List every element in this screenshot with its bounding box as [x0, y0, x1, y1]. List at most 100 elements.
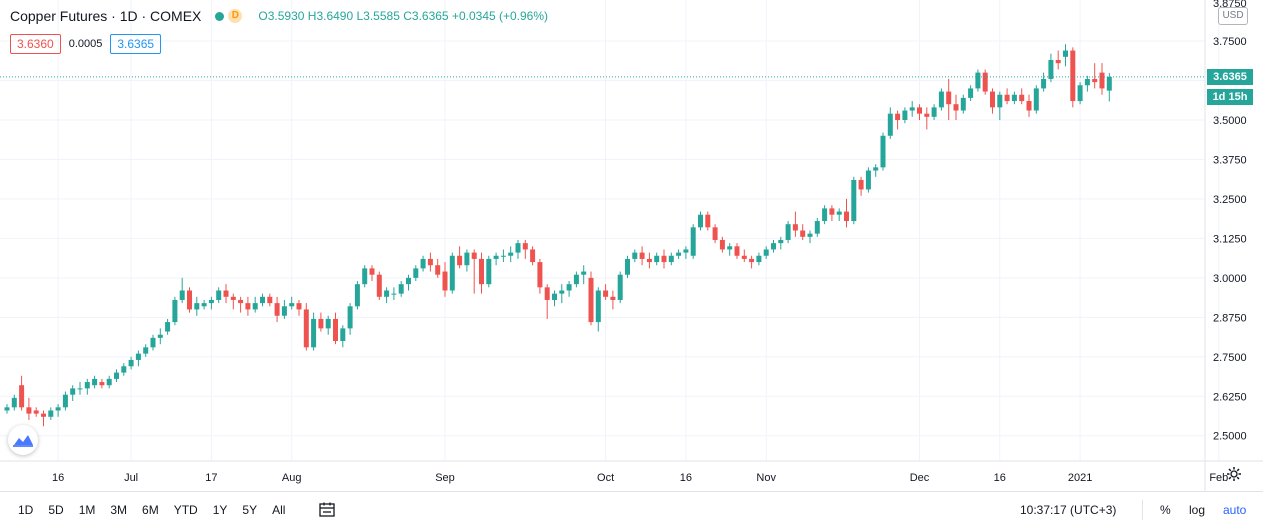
- y-tick-label: 2.8750: [1213, 312, 1247, 324]
- candle: [909, 101, 915, 117]
- candle: [646, 252, 652, 269]
- candle: [11, 394, 17, 411]
- candle: [296, 299, 302, 316]
- candle: [106, 375, 112, 389]
- candle: [639, 246, 645, 266]
- candle: [566, 281, 572, 297]
- range-5d[interactable]: 5D: [48, 503, 64, 517]
- bottom-toolbar: 1D 5D 1M 3M 6M YTD 1Y 5Y All 10:37:17 (U…: [0, 491, 1263, 530]
- candle: [938, 88, 944, 111]
- candle: [398, 281, 404, 297]
- range-ytd[interactable]: YTD: [173, 503, 198, 517]
- bid-ask-row: 3.6360 0.0005 3.6365: [10, 34, 162, 54]
- candle: [719, 236, 725, 253]
- range-1y[interactable]: 1Y: [212, 503, 228, 517]
- range-6m[interactable]: 6M: [142, 503, 159, 517]
- range-3m[interactable]: 3M: [110, 503, 128, 517]
- candle: [165, 318, 171, 335]
- calendar-range-icon[interactable]: [318, 501, 336, 522]
- candle: [347, 303, 353, 335]
- candle: [77, 382, 83, 395]
- currency-button[interactable]: USD: [1218, 7, 1248, 25]
- candle: [683, 246, 689, 259]
- candle: [836, 208, 842, 222]
- auto-scale-toggle[interactable]: auto: [1223, 503, 1247, 517]
- candle: [376, 271, 382, 300]
- candle: [778, 236, 784, 250]
- candle: [391, 287, 397, 300]
- y-tick-label: 2.6250: [1213, 391, 1247, 403]
- candle: [26, 397, 32, 420]
- log-scale-toggle[interactable]: log: [1189, 503, 1206, 517]
- gear-icon[interactable]: [1226, 466, 1242, 487]
- candle: [1084, 75, 1090, 92]
- clock-timezone[interactable]: 10:37:17 (UTC+3): [1020, 503, 1117, 517]
- candle: [48, 407, 54, 420]
- x-tick-label: 17: [205, 472, 217, 484]
- range-1m[interactable]: 1M: [78, 503, 96, 517]
- candle: [500, 249, 506, 263]
- y-tick-label: 3.5000: [1213, 115, 1247, 127]
- candle: [880, 132, 886, 171]
- candle: [449, 252, 455, 294]
- y-tick-label: 2.5000: [1213, 431, 1247, 443]
- candle: [581, 265, 587, 285]
- candle: [552, 290, 557, 307]
- range-all[interactable]: All: [272, 503, 286, 517]
- candle: [515, 239, 521, 259]
- market-status-dot: [215, 11, 225, 21]
- candle: [625, 255, 630, 278]
- candle: [595, 287, 601, 332]
- candle: [924, 107, 930, 130]
- percent-scale-toggle[interactable]: %: [1160, 503, 1171, 517]
- candle: [311, 312, 317, 351]
- candle: [406, 274, 411, 291]
- x-tick-label: Sep: [435, 472, 455, 484]
- symbol-title[interactable]: Copper Futures · 1D · COMEX: [10, 8, 202, 24]
- candle: [661, 249, 667, 269]
- x-tick-label: 16: [52, 472, 64, 484]
- candle: [1063, 44, 1068, 67]
- candle: [814, 217, 820, 237]
- y-tick-label: 3.7500: [1213, 36, 1247, 48]
- candle: [99, 378, 105, 389]
- candle: [457, 246, 463, 269]
- candle: [537, 258, 543, 294]
- candle: [4, 404, 10, 414]
- candle: [895, 110, 901, 130]
- candle: [1019, 88, 1025, 105]
- x-tick-label: Aug: [282, 472, 302, 484]
- candle: [588, 271, 594, 326]
- candle: [887, 107, 893, 139]
- candle: [617, 271, 623, 304]
- candle: [252, 296, 258, 313]
- ask-price[interactable]: 3.6365: [110, 34, 162, 54]
- range-1d[interactable]: 1D: [18, 503, 34, 517]
- candlestick-chart[interactable]: 2.5000 2.6250 2.7500 2.8750 3.0000 3.1250 3.25…: [0, 0, 1263, 491]
- candle: [953, 94, 959, 120]
- candle: [654, 252, 660, 266]
- tradingview-logo-icon[interactable]: [8, 425, 38, 455]
- delayed-data-badge[interactable]: D: [228, 9, 243, 23]
- candle: [216, 287, 222, 304]
- candle: [1026, 94, 1032, 117]
- candle: [990, 88, 995, 114]
- candle: [289, 296, 295, 310]
- candle: [712, 224, 718, 244]
- ohlc-values: O3.5930 H3.6490 L3.5585 C3.6365 +0.0345 …: [258, 9, 548, 23]
- open-value: O3.5930: [258, 9, 305, 23]
- candle: [179, 277, 185, 304]
- candle: [427, 252, 433, 272]
- candle: [690, 224, 696, 259]
- candle: [413, 265, 419, 282]
- chart-grid: [0, 0, 1220, 461]
- close-value: C3.6365: [403, 9, 449, 23]
- bid-price[interactable]: 3.6360: [10, 34, 61, 54]
- candle: [420, 255, 426, 272]
- candle: [749, 255, 755, 269]
- candle: [559, 284, 565, 304]
- candle: [333, 312, 338, 345]
- candle: [573, 271, 579, 288]
- time-axis[interactable]: 16 Jul 17 Aug Sep Oct 16 Nov Dec 16 2021 Feb: [52, 472, 1228, 484]
- range-5y[interactable]: 5Y: [242, 503, 258, 517]
